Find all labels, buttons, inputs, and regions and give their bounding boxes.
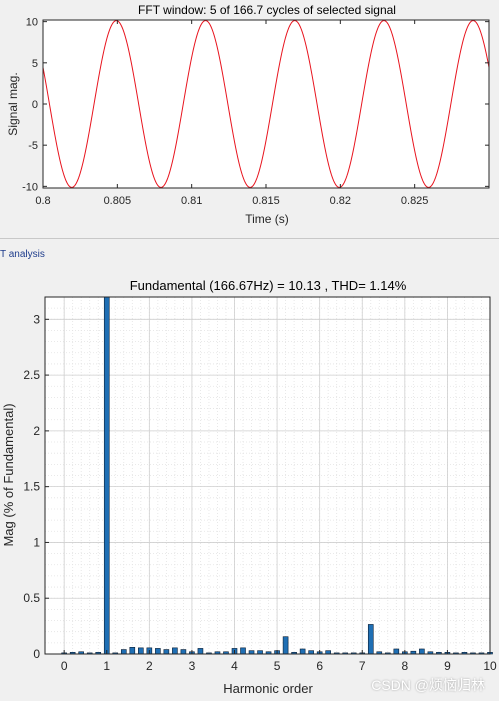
harmonic-xlabel: Harmonic order [223, 681, 313, 696]
watermark: CSDN @烦恼归林 [371, 677, 485, 693]
harmonic-ytick-label: 1.5 [23, 480, 40, 494]
harmonic-xtick-label: 10 [483, 659, 497, 673]
harmonic-xtick-label: 9 [444, 659, 451, 673]
signal-ytick-label: -5 [28, 140, 38, 152]
harmonic-bar [163, 649, 170, 655]
harmonic-xtick-label: 4 [231, 659, 238, 673]
harmonic-xtick-label: 3 [189, 659, 196, 673]
harmonic-ytick-label: 0.5 [23, 591, 40, 605]
harmonic-bar [325, 650, 331, 655]
signal-ytick-label: 10 [26, 17, 38, 29]
harmonic-bar [282, 636, 289, 655]
harmonic-bar [393, 648, 400, 655]
signal-xtick-label: 0.81 [181, 195, 202, 207]
harmonic-bar [248, 650, 255, 655]
harmonic-bar [240, 647, 246, 655]
signal-plot: FFT window: 5 of 166.7 cycles of selecte… [6, 3, 490, 226]
harmonic-bar [367, 624, 374, 655]
harmonic-ytick-label: 2.5 [23, 368, 40, 382]
harmonic-bar [172, 647, 178, 655]
harmonic-bar [138, 647, 144, 655]
harmonic-bar [299, 648, 306, 655]
harmonic-bar [129, 647, 136, 655]
signal-xtick-label: 0.815 [252, 195, 280, 207]
harmonic-xtick-label: 6 [316, 659, 323, 673]
harmonic-plot: Fundamental (166.67Hz) = 10.13 , THD= 1.… [1, 278, 497, 696]
harmonic-bar [257, 650, 263, 655]
harmonic-ytick-label: 0 [33, 647, 40, 661]
harmonic-xtick-label: 1 [103, 659, 110, 673]
harmonic-xtick-label: 5 [274, 659, 281, 673]
signal-xtick-label: 0.825 [401, 195, 429, 207]
harmonic-ylabel: Mag (% of Fundamental) [1, 403, 16, 546]
signal-plot-area [43, 20, 489, 188]
signal-xtick-label: 0.82 [330, 195, 351, 207]
harmonic-bar [120, 649, 127, 655]
harmonic-ytick-label: 1 [33, 535, 40, 549]
harmonic-bar [197, 648, 204, 655]
fft-analysis-tab[interactable]: T analysis [0, 249, 45, 260]
harmonic-xtick-label: 2 [146, 659, 153, 673]
harmonic-ytick-label: 3 [33, 312, 40, 326]
harmonic-xtick-label: 0 [61, 659, 68, 673]
harmonic-bar [308, 650, 314, 655]
harmonic-plot-frame [44, 296, 491, 655]
signal-xlabel: Time (s) [245, 212, 289, 226]
signal-plot-title: FFT window: 5 of 166.7 cycles of selecte… [138, 3, 396, 17]
signal-xtick-label: 0.8 [35, 195, 50, 207]
harmonic-xtick-label: 8 [401, 659, 408, 673]
harmonic-bar [155, 648, 161, 655]
harmonic-xtick-label: 7 [359, 659, 366, 673]
signal-ytick-label: 0 [32, 99, 38, 111]
harmonic-bar [419, 648, 425, 655]
harmonic-bar [103, 296, 110, 655]
harmonic-ytick-label: 2 [33, 424, 40, 438]
signal-xtick-label: 0.805 [104, 195, 132, 207]
panel-divider [0, 238, 499, 239]
signal-ytick-label: 5 [32, 58, 38, 70]
harmonic-bar [180, 649, 187, 655]
signal-ylabel: Signal mag. [6, 72, 20, 135]
harmonic-plot-title: Fundamental (166.67Hz) = 10.13 , THD= 1.… [130, 278, 407, 293]
signal-ytick-label: -10 [22, 181, 38, 193]
